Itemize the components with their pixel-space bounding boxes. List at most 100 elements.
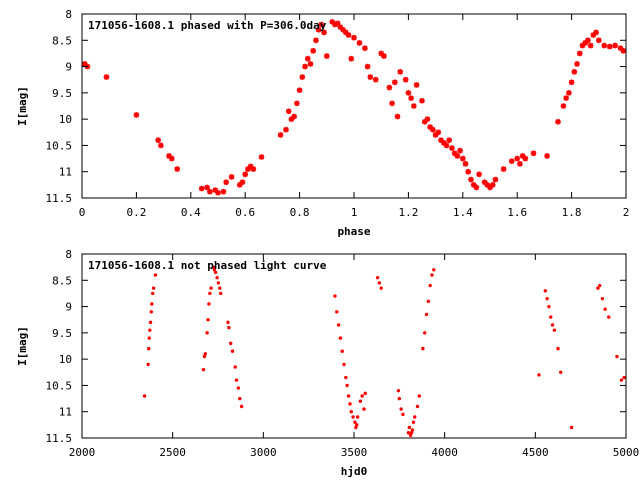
data-point	[345, 383, 349, 388]
data-point	[514, 155, 520, 162]
data-point	[406, 431, 411, 435]
data-point	[336, 323, 341, 327]
data-point	[345, 32, 352, 38]
data-point	[372, 76, 379, 83]
data-point	[239, 404, 244, 409]
data-point	[379, 286, 383, 290]
x-tick-label: 4000	[431, 446, 458, 459]
data-point	[430, 126, 436, 133]
phased-light-curve-points	[81, 19, 627, 196]
data-point	[545, 296, 549, 301]
phased-axis-ticks: 0 0.2 0.4 0.6 0.8 1 1.2 1.4 1.6 1.8 2 8 8.5 9 9.5 10 10.…	[46, 8, 630, 219]
data-point	[560, 103, 567, 109]
data-point	[351, 34, 357, 41]
x-tick-label: 2000	[69, 446, 96, 459]
unphased-plot-title: 171056-1608.1 not phased light curve	[88, 259, 327, 272]
data-point	[571, 69, 578, 75]
data-point	[288, 116, 295, 122]
data-point	[402, 76, 409, 83]
data-point	[333, 294, 337, 298]
data-point	[415, 404, 420, 409]
data-point	[582, 40, 588, 46]
phased-light-curve-panel: 0 0.2 0.4 0.6 0.8 1 1.2 1.4 1.6 1.8 2 8 8.5 9 9.5 10 10.…	[16, 8, 629, 238]
y-tick-label: 11	[59, 406, 72, 419]
data-point	[206, 318, 210, 322]
data-point	[344, 375, 348, 380]
data-point	[596, 286, 600, 290]
data-point	[360, 394, 364, 398]
data-point	[421, 346, 425, 351]
data-point	[470, 182, 477, 188]
data-point	[236, 182, 243, 188]
data-point	[238, 396, 242, 401]
data-point	[209, 286, 213, 290]
data-point	[362, 45, 368, 51]
data-point	[239, 179, 246, 186]
data-point	[133, 112, 140, 118]
data-point	[457, 147, 463, 154]
data-point	[215, 275, 219, 280]
data-point	[207, 188, 213, 195]
data-point	[487, 184, 493, 191]
unphased-plot-frame	[81, 253, 627, 439]
data-point	[318, 21, 325, 28]
data-point	[596, 37, 602, 44]
data-point	[427, 124, 433, 130]
data-point	[296, 87, 303, 94]
data-point	[563, 95, 569, 101]
data-point	[438, 137, 444, 143]
data-point	[421, 118, 428, 125]
data-point	[481, 179, 488, 186]
data-point	[508, 158, 515, 164]
data-point	[620, 48, 627, 54]
data-point	[233, 365, 237, 369]
data-point	[227, 325, 231, 330]
data-point	[432, 268, 436, 272]
data-point	[174, 166, 180, 172]
data-point	[348, 55, 355, 62]
data-point	[579, 42, 586, 49]
x-tick-label: 5000	[613, 446, 640, 459]
data-point	[443, 142, 450, 149]
data-point	[215, 189, 221, 196]
x-tick-label: 0.4	[181, 206, 201, 219]
x-tick-label: 0	[79, 206, 86, 219]
data-point	[151, 286, 156, 290]
data-point	[334, 20, 341, 27]
data-point	[205, 331, 209, 335]
data-point	[329, 19, 336, 25]
data-point	[245, 166, 251, 172]
data-point	[556, 346, 560, 351]
data-point	[348, 402, 352, 406]
unphased-axis-ticks: 2000 2500 3000 3500 4000 4500 5000 8 8.5 9 9.5 10 10…	[46, 248, 640, 459]
data-point	[202, 354, 207, 359]
data-point	[576, 50, 583, 57]
data-point	[228, 174, 235, 180]
data-point	[409, 431, 414, 435]
phased-plot-title: 171056-1608.1 phased with P=306.0day	[88, 19, 327, 32]
data-point	[343, 29, 349, 36]
data-point	[423, 331, 427, 335]
data-point	[587, 42, 594, 49]
data-point	[396, 388, 401, 393]
data-point	[397, 69, 404, 75]
data-point	[473, 184, 480, 191]
phased-plot-frame	[81, 13, 627, 199]
data-point	[283, 126, 289, 133]
data-point	[291, 113, 297, 120]
data-point	[153, 273, 158, 277]
data-point	[103, 74, 110, 80]
data-point	[593, 29, 599, 36]
data-point	[381, 53, 387, 59]
data-point	[522, 155, 529, 162]
y-tick-label: 11	[59, 166, 72, 179]
data-point	[601, 42, 608, 49]
data-point	[211, 265, 216, 269]
data-point	[569, 425, 574, 430]
data-point	[435, 129, 442, 136]
data-point	[332, 21, 338, 28]
data-point	[363, 391, 367, 396]
data-point	[146, 362, 150, 367]
data-point	[606, 43, 613, 50]
data-point	[358, 399, 363, 403]
